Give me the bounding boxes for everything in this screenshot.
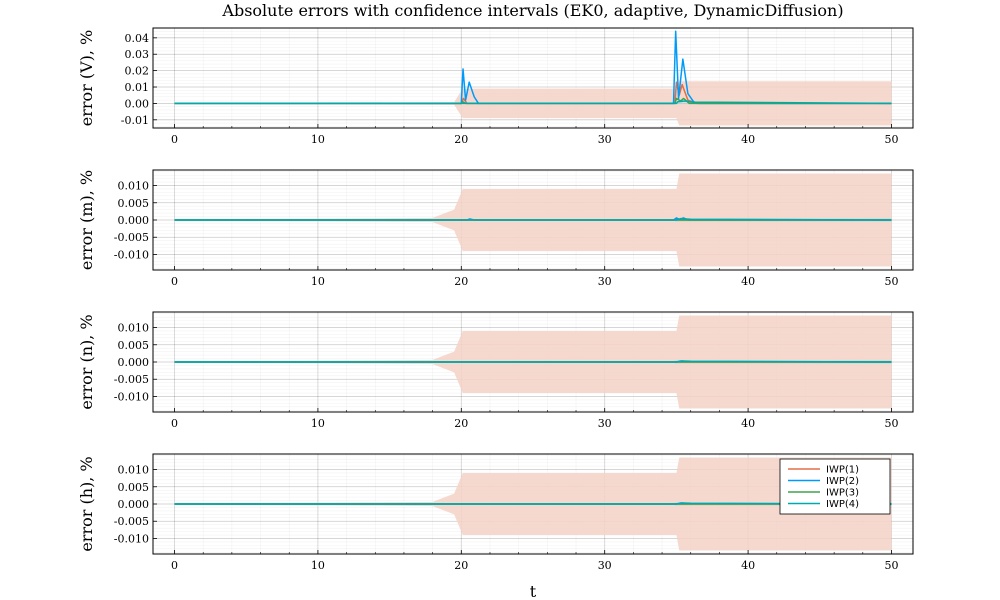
series-line-iwp4 [174, 360, 892, 363]
x-tick-label: 40 [741, 133, 755, 146]
x-tick-label: 40 [741, 417, 755, 430]
x-tick-label: 50 [884, 133, 898, 146]
legend-label: IWP(1) [826, 465, 859, 476]
x-tick-label: 20 [454, 275, 468, 288]
y-tick-label: 0.010 [118, 322, 150, 335]
y-tick-label: -0.005 [114, 515, 149, 528]
y-tick-label: -0.005 [114, 231, 149, 244]
y-tick-label: 0.000 [118, 356, 150, 369]
y-tick-label: 0.000 [118, 498, 150, 511]
x-tick-label: 10 [311, 417, 325, 430]
series-line-iwp4 [174, 502, 892, 505]
y-axis-label: error (m), % [77, 170, 96, 270]
y-axis-label: error (h), % [77, 456, 96, 551]
subplot-2: 0 10 20 30 40 50 -0.010 -0.005 0.000 0.005 0.010 er… [77, 169, 914, 288]
y-axis-label: error (V), % [77, 30, 96, 127]
x-tick-label: 50 [884, 275, 898, 288]
y-tick-label: 0.010 [118, 464, 150, 477]
y-tick-label: -0.01 [121, 114, 149, 127]
x-tick-label: 10 [311, 559, 325, 572]
y-tick-label: -0.010 [114, 532, 149, 545]
x-tick-label: 0 [171, 275, 178, 288]
x-tick-label: 20 [454, 417, 468, 430]
series-line-iwp4 [174, 217, 892, 221]
x-tick-label: 30 [598, 417, 612, 430]
x-tick-label: 0 [171, 559, 178, 572]
x-tick-label: 30 [598, 559, 612, 572]
legend-label: IWP(4) [826, 499, 859, 510]
y-tick-label: -0.010 [114, 248, 149, 261]
subplot-1: 0 10 20 30 40 50 -0.01 0.00 0.01 0.02 0.03 0.04 erro… [77, 27, 914, 146]
legend-label: IWP(2) [826, 476, 859, 487]
x-tick-label: 40 [741, 559, 755, 572]
x-tick-label: 50 [884, 559, 898, 572]
y-tick-label: 0.000 [118, 214, 150, 227]
y-tick-label: 0.03 [125, 48, 150, 61]
x-tick-label: 30 [598, 133, 612, 146]
x-axis-label: t [530, 582, 537, 600]
subplot-3: 0 10 20 30 40 50 -0.010 -0.005 0.000 0.005 0.010 er… [77, 311, 914, 430]
x-tick-label: 10 [311, 133, 325, 146]
x-tick-label: 10 [311, 275, 325, 288]
y-tick-label: 0.010 [118, 180, 150, 193]
y-tick-label: 0.005 [118, 197, 150, 210]
y-tick-label: 0.01 [125, 81, 150, 94]
x-tick-label: 20 [454, 559, 468, 572]
y-tick-label: 0.00 [125, 97, 150, 110]
y-tick-label: -0.005 [114, 373, 149, 386]
y-axis-label: error (n), % [77, 314, 96, 409]
x-tick-label: 0 [171, 133, 178, 146]
y-tick-label: 0.005 [118, 481, 150, 494]
legend-box [779, 458, 891, 515]
x-tick-label: 50 [884, 417, 898, 430]
x-tick-label: 0 [171, 417, 178, 430]
y-tick-label: 0.04 [125, 32, 150, 45]
x-tick-label: 20 [454, 133, 468, 146]
series-line-iwp4 [174, 100, 892, 105]
subplot-4: 0 10 20 30 40 50 -0.010 -0.005 0.000 0.005 0.010 er… [77, 453, 914, 572]
legend: IWP(1)IWP(2)IWP(3)IWP(4) [779, 458, 891, 515]
y-tick-label: -0.010 [114, 390, 149, 403]
axes-frame [152, 27, 914, 129]
chart-title: Absolute errors with confidence interval… [221, 1, 843, 20]
legend-label: IWP(3) [826, 488, 859, 499]
y-tick-label: 0.005 [118, 339, 150, 352]
x-tick-label: 30 [598, 275, 612, 288]
x-tick-label: 40 [741, 275, 755, 288]
y-tick-label: 0.02 [125, 65, 150, 78]
